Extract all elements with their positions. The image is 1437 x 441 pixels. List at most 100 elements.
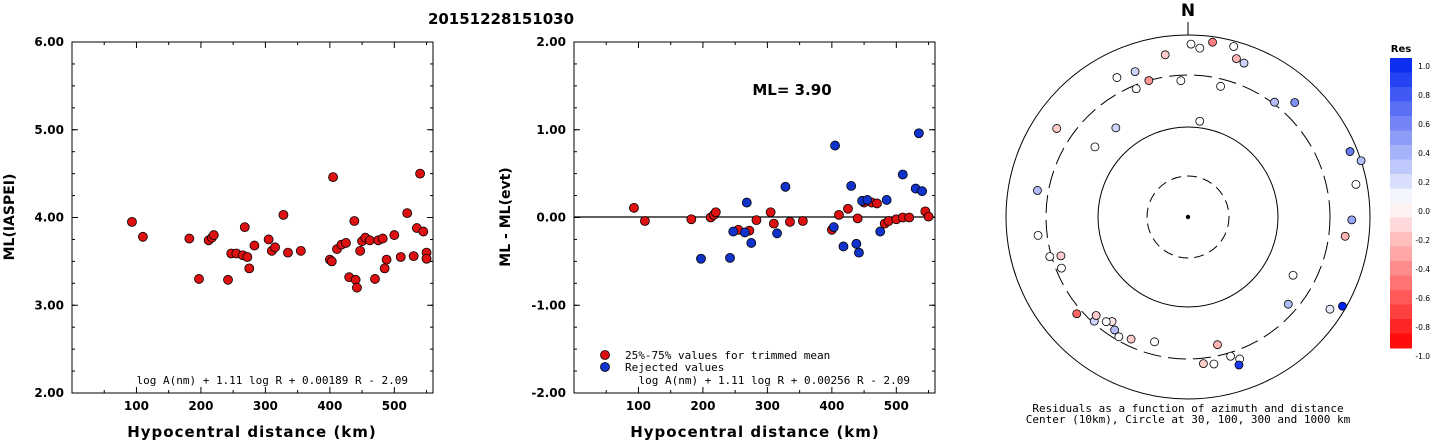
data-point xyxy=(923,211,934,222)
data-point xyxy=(830,140,840,151)
station-point xyxy=(1150,337,1159,347)
station-point xyxy=(1325,304,1335,314)
data-point xyxy=(785,216,795,227)
residual-colorbar: Res 1.0 0.8 0.6 0.4 0.2 0.0 -0.2 -0.4 -0.6 -0.8 -1… xyxy=(1390,44,1430,361)
data-point xyxy=(239,222,250,233)
ml-axes: 2.00 3.00 4.00 5.00 6.00 100 200 300 400 500 xyxy=(34,35,433,413)
data-point xyxy=(834,209,844,220)
data-point xyxy=(328,172,338,183)
colorbar-cell xyxy=(1390,217,1412,233)
colorbar-label: 0.2 xyxy=(1418,178,1430,187)
north-label: N xyxy=(1181,1,1195,21)
ml-residual-panel: -2.00 -1.00 0.00 1.00 2.00 100 200 300 400 500 ML… xyxy=(498,35,936,441)
colorbar-cell xyxy=(1390,72,1412,88)
data-point xyxy=(725,252,735,263)
data-point xyxy=(629,202,639,213)
colorbar-label: 0.4 xyxy=(1418,149,1430,158)
station-point xyxy=(1195,116,1205,126)
colorbar-cell xyxy=(1390,246,1412,262)
colorbar-cell xyxy=(1390,275,1412,291)
circle-300km xyxy=(1045,74,1331,360)
data-point xyxy=(377,233,388,244)
x-tick-label: 100 xyxy=(124,399,149,413)
legend-marker-rejected xyxy=(600,362,610,372)
plot-frame xyxy=(71,41,434,394)
data-point xyxy=(127,216,137,227)
ml-iaspei-panel: 2.00 3.00 4.00 5.00 6.00 100 200 300 400 500 ML(I… xyxy=(2,35,434,441)
colorbar-label: -0.6 xyxy=(1415,294,1430,303)
y-tick-label: 5.00 xyxy=(34,123,64,137)
y-axis-label: ML(IASPEI) xyxy=(2,174,18,261)
colorbar-cell xyxy=(1390,159,1412,175)
data-point xyxy=(852,213,863,224)
data-point xyxy=(828,222,839,233)
y-tick-label: 3.00 xyxy=(34,298,64,312)
colorbar-label: 0.0 xyxy=(1418,207,1430,216)
station-point xyxy=(1072,309,1082,319)
data-point xyxy=(270,242,280,253)
legend-marker-trimmed xyxy=(600,350,610,360)
azimuth-distance-panel: N Residuals as a function of azimuth and… xyxy=(1005,1,1371,426)
y-tick-label: 6.00 xyxy=(34,35,64,49)
station-point xyxy=(1226,351,1235,361)
x-tick-label: 300 xyxy=(253,399,278,413)
station-point xyxy=(1176,76,1186,86)
epicenter-dot xyxy=(1185,214,1191,220)
data-point xyxy=(838,241,849,252)
legend-label-trimmed: 25%-75% values for trimmed mean xyxy=(625,349,830,362)
data-point xyxy=(881,195,892,205)
data-point xyxy=(283,247,293,258)
data-point xyxy=(904,212,915,223)
data-point xyxy=(278,209,289,220)
x-tick-label: 300 xyxy=(755,399,780,413)
colorbar-label: -1.0 xyxy=(1415,352,1430,361)
x-tick-label: 400 xyxy=(819,399,844,413)
station-point xyxy=(1131,84,1141,94)
station-point xyxy=(1213,340,1222,350)
data-point xyxy=(263,234,274,245)
data-point xyxy=(851,238,862,249)
station-point xyxy=(1091,311,1101,320)
y-tick-label: 1.00 xyxy=(536,123,566,137)
colorbar-cell xyxy=(1390,333,1412,349)
data-point xyxy=(415,168,426,179)
polar-caption-line2: Center (10km), Circle at 30, 100, 300 an… xyxy=(1026,413,1351,426)
data-point xyxy=(772,228,782,239)
data-point xyxy=(370,274,380,284)
data-point xyxy=(741,197,752,208)
data-point xyxy=(408,251,419,262)
data-point xyxy=(208,230,219,240)
station-point xyxy=(1033,231,1043,240)
colorbar-cell xyxy=(1390,116,1412,131)
data-point xyxy=(379,263,390,274)
colorbar-cell xyxy=(1390,174,1412,189)
station-point xyxy=(1112,73,1122,82)
colorbar-cell xyxy=(1390,188,1412,204)
page-title: 20151228151030 xyxy=(428,10,574,28)
data-point xyxy=(710,207,721,218)
data-point xyxy=(395,252,406,262)
data-point xyxy=(326,256,337,267)
x-tick-label: 500 xyxy=(382,399,407,413)
data-point xyxy=(364,235,375,246)
data-point xyxy=(249,240,260,251)
data-point xyxy=(872,198,882,209)
data-point xyxy=(640,216,650,226)
station-point xyxy=(1208,37,1217,47)
y-tick-label: 2.00 xyxy=(34,386,64,400)
data-point xyxy=(389,230,400,240)
data-point xyxy=(862,195,873,205)
data-point xyxy=(223,274,233,285)
colorbar-cell xyxy=(1390,58,1412,73)
colorbar-label: -0.2 xyxy=(1415,236,1430,245)
x-tick-label: 400 xyxy=(317,399,342,413)
station-point xyxy=(1345,147,1355,156)
station-point xyxy=(1101,317,1111,327)
colorbar-label: -0.8 xyxy=(1415,323,1430,332)
data-point xyxy=(696,253,706,264)
station-point xyxy=(1033,186,1042,195)
x-tick-label: 200 xyxy=(188,399,213,413)
circle-100km xyxy=(1097,126,1279,308)
data-point xyxy=(854,247,864,258)
data-point xyxy=(421,253,432,264)
